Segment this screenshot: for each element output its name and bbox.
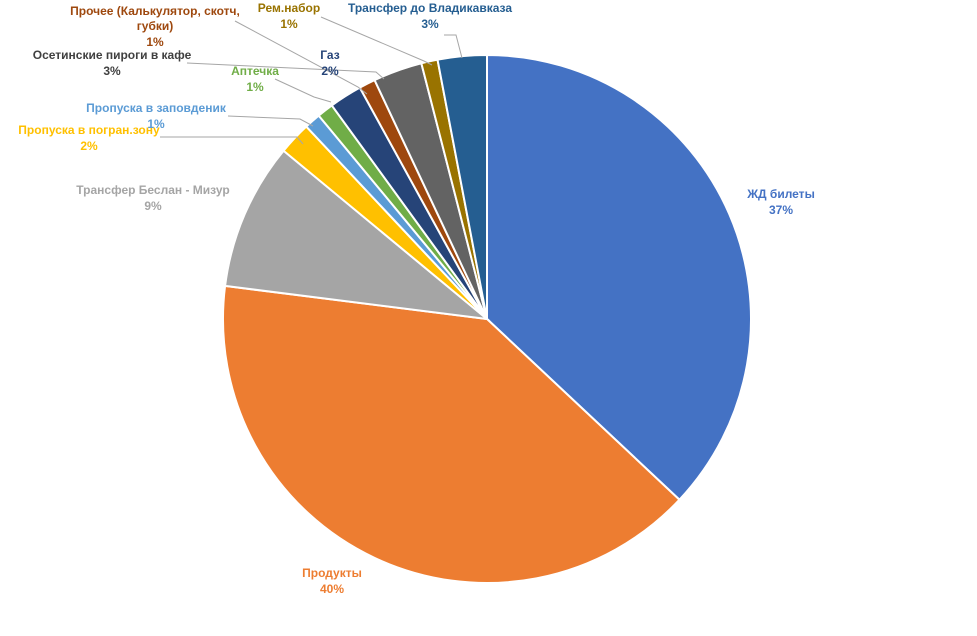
leader-lines <box>160 16 463 145</box>
slice-label: Продукты 40% <box>302 566 362 596</box>
slice-label: Рем.набор 1% <box>258 1 320 31</box>
data-labels: ЖД билеты 37% Продукты 40% Трансфер Беслан -… <box>18 1 815 596</box>
leader-line <box>234 20 368 95</box>
leader-line <box>160 136 304 145</box>
slice-label: Осетинские пироги в кафе 3% <box>33 48 192 78</box>
leader-line <box>186 62 385 80</box>
slice-label: Пропуска в заповденик 1% <box>86 101 227 131</box>
pie-slice <box>436 53 488 320</box>
slice-label: Трансфер Беслан - Мизур 9% <box>76 183 229 213</box>
slice-label: Трансфер до Владикавказа 3% <box>348 1 512 31</box>
slice-label: Пропуска в погран.зону 2% <box>18 123 160 153</box>
pie-slice <box>486 53 752 502</box>
pie-slices <box>222 53 752 584</box>
pie-slice <box>222 284 681 584</box>
slice-label: Газ 2% <box>320 48 339 78</box>
leader-line <box>320 16 433 66</box>
slice-label: Аптечка 1% <box>231 64 279 94</box>
pie-slice <box>223 149 491 321</box>
leader-line <box>444 34 463 59</box>
leader-line <box>227 115 314 127</box>
leader-line <box>274 78 332 103</box>
slice-label: ЖД билеты 37% <box>746 187 815 217</box>
slice-label: Прочее (Калькулятор, скотч, губки) 1% <box>70 4 240 49</box>
